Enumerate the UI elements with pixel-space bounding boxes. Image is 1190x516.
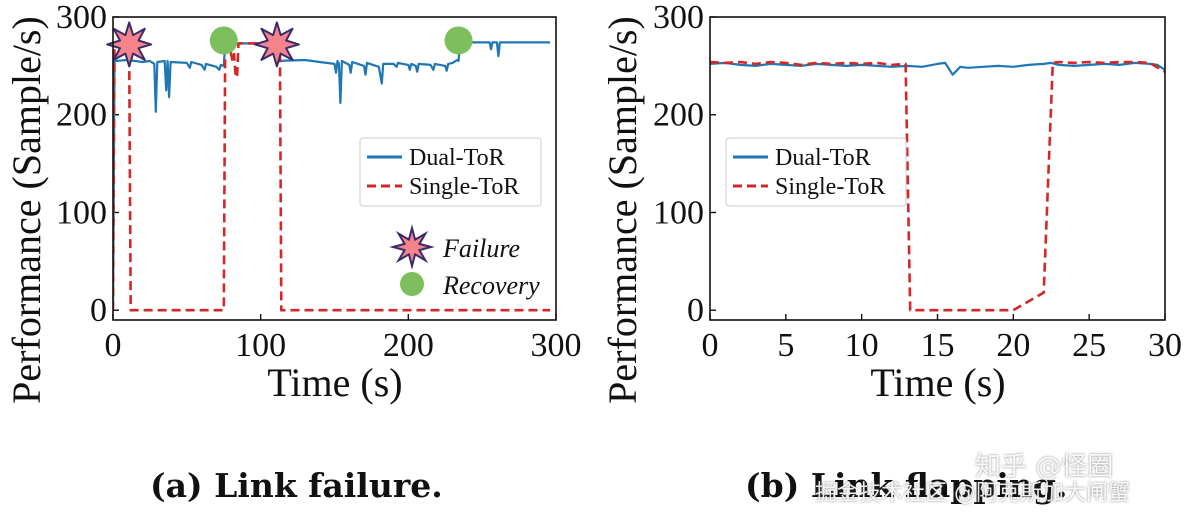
panel-a-y-tick-label: 0 bbox=[90, 292, 107, 329]
panel-a-y-axis-label: Performance (Sample/s) bbox=[4, 16, 49, 404]
panel-b-legend-box bbox=[725, 137, 907, 207]
panel-b-y-axis-label: Performance (Sample/s) bbox=[600, 16, 645, 404]
panel-b-caption: (b) Link flapping. bbox=[745, 466, 1068, 505]
panel-a-legend-box bbox=[359, 137, 542, 207]
panel-b-single-tor-line bbox=[710, 60, 1165, 312]
panel-b-series bbox=[710, 60, 1165, 312]
panel-b-dual-tor-line bbox=[710, 61, 1165, 76]
panel-a-marker-legend: Failure Recovery bbox=[389, 224, 540, 300]
failure-marker-icon bbox=[106, 21, 153, 68]
panel-a-failure-label: Failure bbox=[442, 234, 520, 263]
recovery-marker-icon bbox=[444, 26, 473, 55]
panel-b-x-tick-label: 0 bbox=[702, 327, 719, 364]
panel-b-legend: Dual-ToR Single-ToR bbox=[725, 137, 907, 207]
panel-a-legend-single-label: Single-ToR bbox=[409, 174, 519, 200]
panel-b-x-tick-label: 5 bbox=[777, 327, 794, 364]
panel-a-dual-tor-line bbox=[113, 41, 551, 311]
watermark-juejin: 掘金技术社区 @阿克斯加大闸蟹 bbox=[815, 481, 1130, 506]
panel-b-legend-dual-label: Dual-ToR bbox=[775, 145, 871, 171]
panel-b-x-tick-label: 15 bbox=[921, 327, 955, 364]
panel-b-plot-frame bbox=[709, 16, 1166, 321]
panel-a-plot-frame bbox=[112, 16, 557, 321]
panel-a-markers bbox=[106, 21, 473, 68]
panel-a-legend-dual-label: Dual-ToR bbox=[409, 145, 505, 171]
recovery-marker-icon bbox=[209, 26, 238, 55]
watermark-zhihu: 知乎 @怪圈 bbox=[975, 452, 1114, 482]
panel-b-link-flapping: Performance (Sample/s) Time (s) 0 5 10 15 20… bbox=[600, 0, 1182, 405]
panel-b-y-tick-label: 300 bbox=[653, 0, 704, 36]
failure-marker-icon bbox=[253, 21, 300, 68]
panel-b-x-tick-label: 20 bbox=[996, 327, 1030, 364]
panel-b-x-tick-label: 30 bbox=[1148, 327, 1182, 364]
panel-b-y-tick-label: 100 bbox=[653, 194, 704, 231]
panel-b-y-tick-label: 0 bbox=[687, 292, 704, 329]
failure-legend-star-icon bbox=[389, 224, 435, 270]
panel-b-x-tick-label: 25 bbox=[1072, 327, 1106, 364]
panel-b-x-axis-label: Time (s) bbox=[870, 360, 1005, 405]
recovery-legend-circle-icon bbox=[400, 272, 424, 296]
panel-a-ticks: 0 100 200 300 0 100 200 300 bbox=[56, 0, 582, 364]
panel-a-x-tick-label: 200 bbox=[383, 327, 434, 364]
panel-b-y-tick-label: 200 bbox=[653, 97, 704, 134]
panel-a-link-failure: Performance (Sample/s) Time (s) 0 100 200 3… bbox=[4, 0, 582, 405]
panel-a-y-tick-label: 300 bbox=[56, 0, 107, 36]
figure: Performance (Sample/s) Time (s) 0 100 200 3… bbox=[4, 0, 1182, 405]
panel-b-x-tick-label: 10 bbox=[845, 327, 879, 364]
panel-b-legend-single-label: Single-ToR bbox=[775, 174, 885, 200]
panel-a-caption: (a) Link failure. bbox=[150, 466, 443, 505]
panel-a-x-tick-label: 0 bbox=[105, 327, 122, 364]
panel-a-x-tick-label: 300 bbox=[531, 327, 582, 364]
panel-a-recovery-label: Recovery bbox=[442, 271, 540, 300]
panel-a-x-tick-label: 100 bbox=[235, 327, 286, 364]
panel-a-y-tick-label: 200 bbox=[56, 97, 107, 134]
panel-a-legend: Dual-ToR Single-ToR bbox=[359, 137, 542, 207]
panel-a-x-axis-label: Time (s) bbox=[267, 360, 402, 405]
panel-a-y-tick-label: 100 bbox=[56, 194, 107, 231]
